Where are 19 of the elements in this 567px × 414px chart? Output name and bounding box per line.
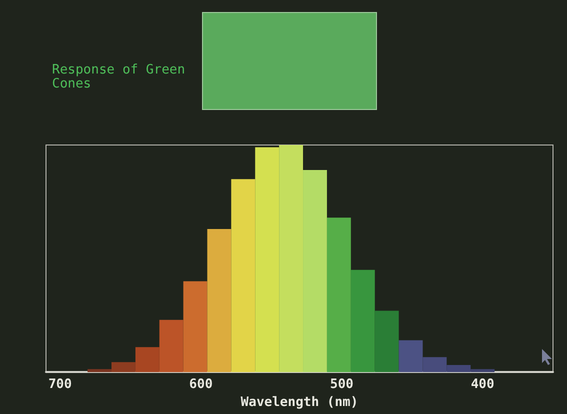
bar <box>183 281 208 372</box>
bar <box>326 218 351 372</box>
bar <box>135 347 160 372</box>
bar <box>279 145 304 372</box>
x-tick-label: 600 <box>189 377 213 392</box>
bar <box>159 320 184 372</box>
bar <box>231 179 256 372</box>
bar <box>374 310 399 372</box>
x-axis-title: Wavelength (nm) <box>240 395 358 410</box>
bar <box>111 362 136 372</box>
bar <box>350 270 375 372</box>
bar <box>88 369 112 372</box>
bar <box>303 170 327 372</box>
bar <box>207 229 232 372</box>
chart-title: Response of Green Cones <box>52 62 193 92</box>
x-tick-label: 400 <box>470 377 494 392</box>
x-tick-label: 500 <box>330 377 354 392</box>
bar <box>255 147 280 372</box>
x-tick-label: 700 <box>48 377 72 392</box>
